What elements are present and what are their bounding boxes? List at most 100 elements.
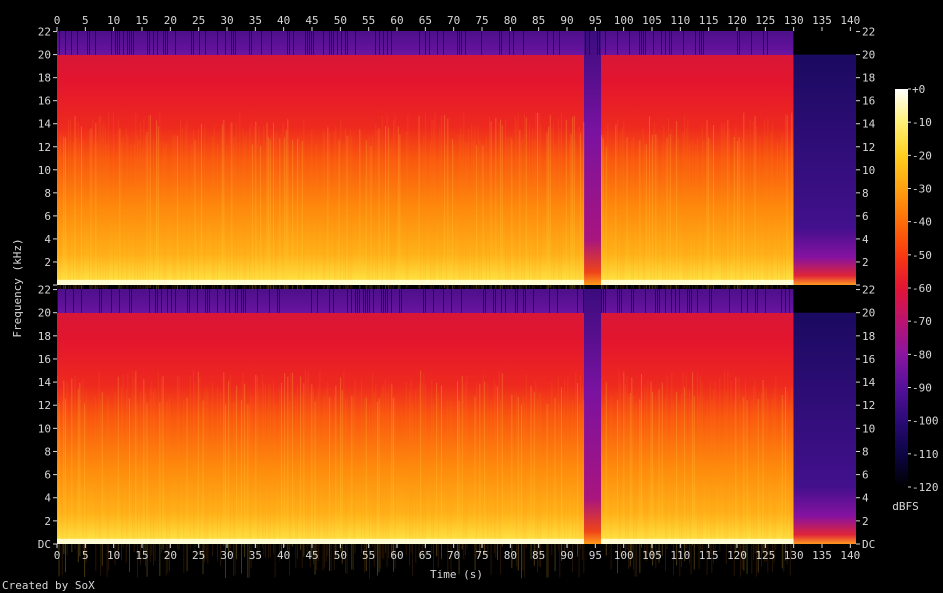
colorbar-tick-label: -110 bbox=[912, 448, 939, 461]
x-tick-label-top: 115 bbox=[699, 14, 719, 27]
x-tick-label-bottom: 125 bbox=[755, 549, 775, 562]
y-tick-label-left: 8 bbox=[44, 445, 51, 458]
y-tick-label-left: DC bbox=[38, 538, 51, 551]
y-tick-label-left: 22 bbox=[38, 284, 51, 297]
x-tick-label-top: 30 bbox=[220, 14, 233, 27]
spectrogram-panels bbox=[57, 31, 856, 579]
y-tick-label-left: 22 bbox=[38, 26, 51, 39]
colorbar-tick-label: -20 bbox=[912, 149, 932, 162]
x-tick-label-bottom: 15 bbox=[135, 549, 148, 562]
y-tick-label-left: 2 bbox=[44, 515, 51, 528]
colorbar-tick-label: -10 bbox=[912, 116, 932, 129]
colorbar-tick-label: -30 bbox=[912, 183, 932, 196]
x-tick-label-bottom: 115 bbox=[699, 549, 719, 562]
x-tick-label-top: 25 bbox=[192, 14, 205, 27]
y-tick-label-right: 8 bbox=[862, 445, 869, 458]
y-tick-label-right: 20 bbox=[862, 307, 875, 320]
y-tick-label-left: 16 bbox=[38, 353, 51, 366]
audio-segment bbox=[57, 289, 584, 544]
y-tick-label-left: 18 bbox=[38, 330, 51, 343]
x-tick-label-top: 45 bbox=[305, 14, 318, 27]
y-tick-label-left: 20 bbox=[38, 49, 51, 62]
x-tick-label-top: 130 bbox=[784, 14, 804, 27]
x-tick-label-top: 15 bbox=[135, 14, 148, 27]
y-tick-label-right: 14 bbox=[862, 118, 876, 131]
y-tick-label-right: 10 bbox=[862, 164, 875, 177]
y-tick-label-right: 18 bbox=[862, 330, 875, 343]
y-tick-label-right: 6 bbox=[862, 210, 869, 223]
x-tick-label-top: 125 bbox=[755, 14, 775, 27]
x-tick-label-bottom: 135 bbox=[812, 549, 832, 562]
y-tick-label-left: 16 bbox=[38, 95, 51, 108]
y-tick-label-right: 10 bbox=[862, 422, 875, 435]
x-tick-label-bottom: 95 bbox=[589, 549, 602, 562]
y-tick-label-right: DC bbox=[862, 538, 875, 551]
colorbar-tick-label: -50 bbox=[912, 249, 932, 262]
audio-segment bbox=[57, 31, 584, 285]
bass-band bbox=[57, 538, 584, 544]
gap-segment bbox=[584, 31, 601, 285]
channel-panel-1 bbox=[57, 31, 856, 320]
y-tick-label-right: 6 bbox=[862, 469, 869, 482]
x-axis-label: Time (s) bbox=[430, 568, 483, 581]
y-tick-label-left: 14 bbox=[38, 118, 52, 131]
x-tick-label-top: 90 bbox=[560, 14, 573, 27]
y-tick-label-right: 20 bbox=[862, 49, 875, 62]
y-tick-label-left: 4 bbox=[44, 492, 51, 505]
x-tick-label-bottom: 60 bbox=[390, 549, 403, 562]
bass-band bbox=[601, 538, 794, 544]
y-tick-label-left: 12 bbox=[38, 141, 51, 154]
y-tick-label-left: 10 bbox=[38, 164, 51, 177]
x-tick-label-top: 35 bbox=[249, 14, 262, 27]
axes: 0055101015152020252530303535404045455050… bbox=[11, 14, 876, 581]
x-tick-label-bottom: 45 bbox=[305, 549, 318, 562]
y-tick-label-right: 12 bbox=[862, 399, 875, 412]
audio-segment bbox=[601, 289, 794, 544]
y-tick-label-left: 6 bbox=[44, 469, 51, 482]
x-tick-label-bottom: 55 bbox=[362, 549, 375, 562]
x-tick-label-top: 75 bbox=[475, 14, 488, 27]
y-tick-label-left: 10 bbox=[38, 422, 51, 435]
y-tick-label-left: 8 bbox=[44, 187, 51, 200]
channel-panel-2 bbox=[57, 289, 856, 579]
x-tick-label-top: 120 bbox=[727, 14, 747, 27]
y-tick-label-right: 12 bbox=[862, 141, 875, 154]
x-tick-label-bottom: 65 bbox=[419, 549, 432, 562]
colorbar: +0 -10 -20 -30 -40 -50 -60 -70 -80 -90 -100 -110 -12… bbox=[892, 83, 938, 513]
x-tick-label-bottom: 10 bbox=[107, 549, 120, 562]
y-tick-label-right: 14 bbox=[862, 376, 876, 389]
y-tick-label-right: 18 bbox=[862, 72, 875, 85]
top-band-marks bbox=[57, 289, 794, 313]
colorbar-label: dBFS bbox=[892, 500, 919, 513]
colorbar-tick-label: +0 bbox=[912, 83, 925, 96]
x-tick-label-top: 100 bbox=[614, 14, 634, 27]
x-tick-label-top: 40 bbox=[277, 14, 290, 27]
x-tick-label-bottom: 130 bbox=[784, 549, 804, 562]
y-tick-label-left: 18 bbox=[38, 72, 51, 85]
x-tick-label-bottom: 40 bbox=[277, 549, 290, 562]
x-tick-label-bottom: 20 bbox=[164, 549, 177, 562]
y-tick-label-right: 16 bbox=[862, 353, 875, 366]
colorbar-gradient bbox=[895, 89, 908, 487]
x-tick-label-bottom: 0 bbox=[54, 549, 61, 562]
x-tick-label-bottom: 90 bbox=[560, 549, 573, 562]
top-band-marks bbox=[59, 31, 794, 55]
gap-segment bbox=[584, 289, 601, 544]
x-tick-label-bottom: 30 bbox=[220, 549, 233, 562]
x-tick-label-top: 105 bbox=[642, 14, 662, 27]
audio-segment bbox=[601, 31, 794, 285]
x-tick-label-top: 140 bbox=[840, 14, 860, 27]
colorbar-tick-label: -70 bbox=[912, 315, 932, 328]
y-tick-label-left: 6 bbox=[44, 210, 51, 223]
x-tick-label-top: 60 bbox=[390, 14, 403, 27]
footer-credit: Created by SoX bbox=[2, 579, 95, 592]
y-tick-label-right: 22 bbox=[862, 284, 875, 297]
x-tick-label-bottom: 105 bbox=[642, 549, 662, 562]
x-tick-label-top: 135 bbox=[812, 14, 832, 27]
y-tick-label-right: 16 bbox=[862, 95, 875, 108]
colorbar-tick-label: -120 bbox=[912, 481, 939, 494]
x-tick-label-top: 65 bbox=[419, 14, 432, 27]
colorbar-tick-label: -80 bbox=[912, 348, 932, 361]
colorbar-tick-label: -100 bbox=[912, 415, 939, 428]
